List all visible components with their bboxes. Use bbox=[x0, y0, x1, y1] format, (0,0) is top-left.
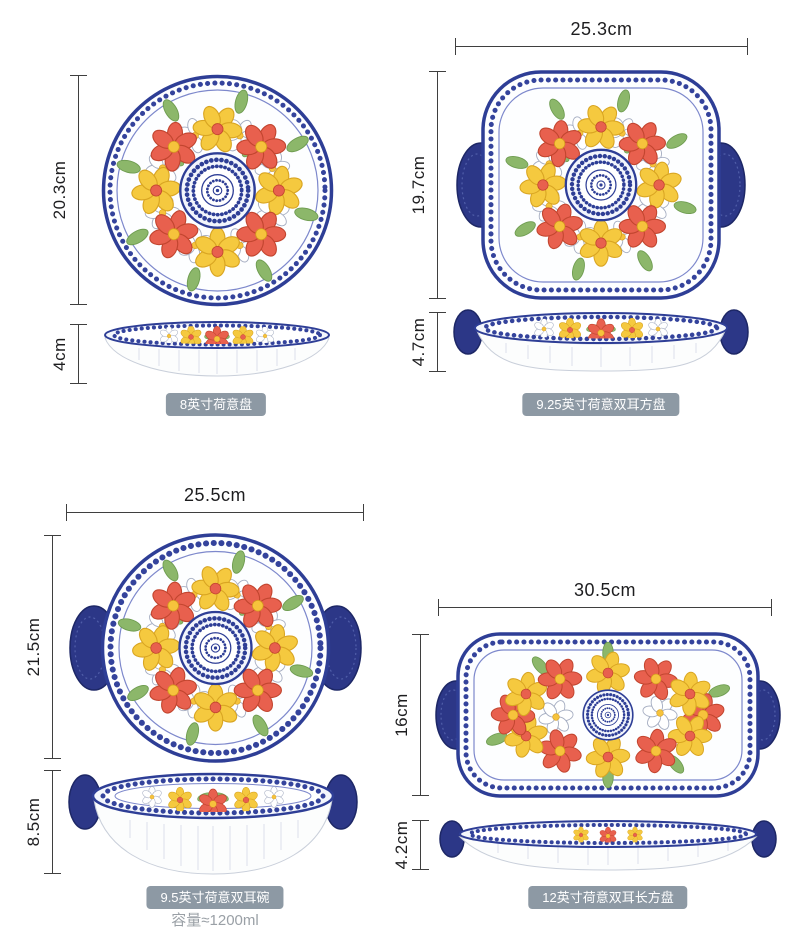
p1-name-badge: 8英寸荷意盘 bbox=[165, 393, 267, 416]
p1-depth-value: 4cm bbox=[50, 337, 69, 371]
p3-capacity-note: 容量≈1200ml bbox=[171, 912, 259, 927]
p2-depth-dimension-line: 4.7cm bbox=[409, 312, 446, 372]
left-handle bbox=[439, 820, 465, 858]
p4-height-dimension-line: 16cm bbox=[392, 634, 429, 796]
p1-height-value: 20.3cm bbox=[50, 160, 69, 220]
p4-width-value: 30.5cm bbox=[573, 580, 637, 600]
fluting bbox=[129, 820, 299, 871]
rect-plate-top-view bbox=[435, 632, 781, 798]
square-plate-top-view bbox=[456, 70, 746, 300]
p3-width-dimension-line: 25.5cm bbox=[66, 485, 364, 521]
rect-plate-side-view bbox=[439, 820, 777, 871]
p2-depth-value: 4.7cm bbox=[409, 317, 428, 367]
square-plate-side-view bbox=[453, 309, 749, 372]
p4-depth-dimension-line: 4.2cm bbox=[392, 820, 429, 870]
p4-depth-value: 4.2cm bbox=[392, 820, 411, 870]
p3-depth-dimension-line: 8.5cm bbox=[24, 770, 61, 874]
inner-ring bbox=[116, 89, 319, 292]
round-plate-top-view bbox=[101, 74, 334, 307]
p4-name-badge: 12英寸荷意双耳长方盘 bbox=[528, 886, 688, 909]
p3-height-value: 21.5cm bbox=[24, 617, 43, 677]
p3-depth-value: 8.5cm bbox=[24, 797, 43, 847]
p4-width-dimension-line: 30.5cm bbox=[438, 580, 772, 616]
lace-band bbox=[107, 80, 328, 301]
p2-width-value: 25.3cm bbox=[570, 19, 633, 39]
bowl-top-view bbox=[69, 533, 362, 763]
p3-name-badge: 9.5英寸荷意双耳碗 bbox=[146, 886, 284, 909]
p2-width-dimension-line: 25.3cm bbox=[455, 19, 748, 55]
inner-ring bbox=[498, 87, 704, 283]
p3-width-value: 25.5cm bbox=[183, 485, 247, 505]
lace-band bbox=[107, 540, 324, 756]
p1-depth-dimension-line: 4cm bbox=[50, 324, 87, 384]
fluting bbox=[505, 343, 697, 367]
p4-height-value: 16cm bbox=[392, 693, 411, 737]
p2-height-dimension-line: 19.7cm bbox=[409, 71, 446, 299]
inner-ring bbox=[118, 550, 313, 746]
round-plate-side-view bbox=[104, 321, 330, 377]
bowl-side-view bbox=[68, 772, 358, 875]
right-handle bbox=[751, 820, 777, 858]
p1-height-dimension-line: 20.3cm bbox=[50, 75, 87, 305]
lace-band bbox=[488, 77, 714, 293]
fluting bbox=[138, 348, 296, 374]
fluting bbox=[497, 843, 729, 865]
p3-height-dimension-line: 21.5cm bbox=[24, 535, 61, 759]
p2-height-value: 19.7cm bbox=[409, 155, 428, 215]
p2-name-badge: 9.25英寸荷意双耳方盘 bbox=[522, 393, 680, 416]
